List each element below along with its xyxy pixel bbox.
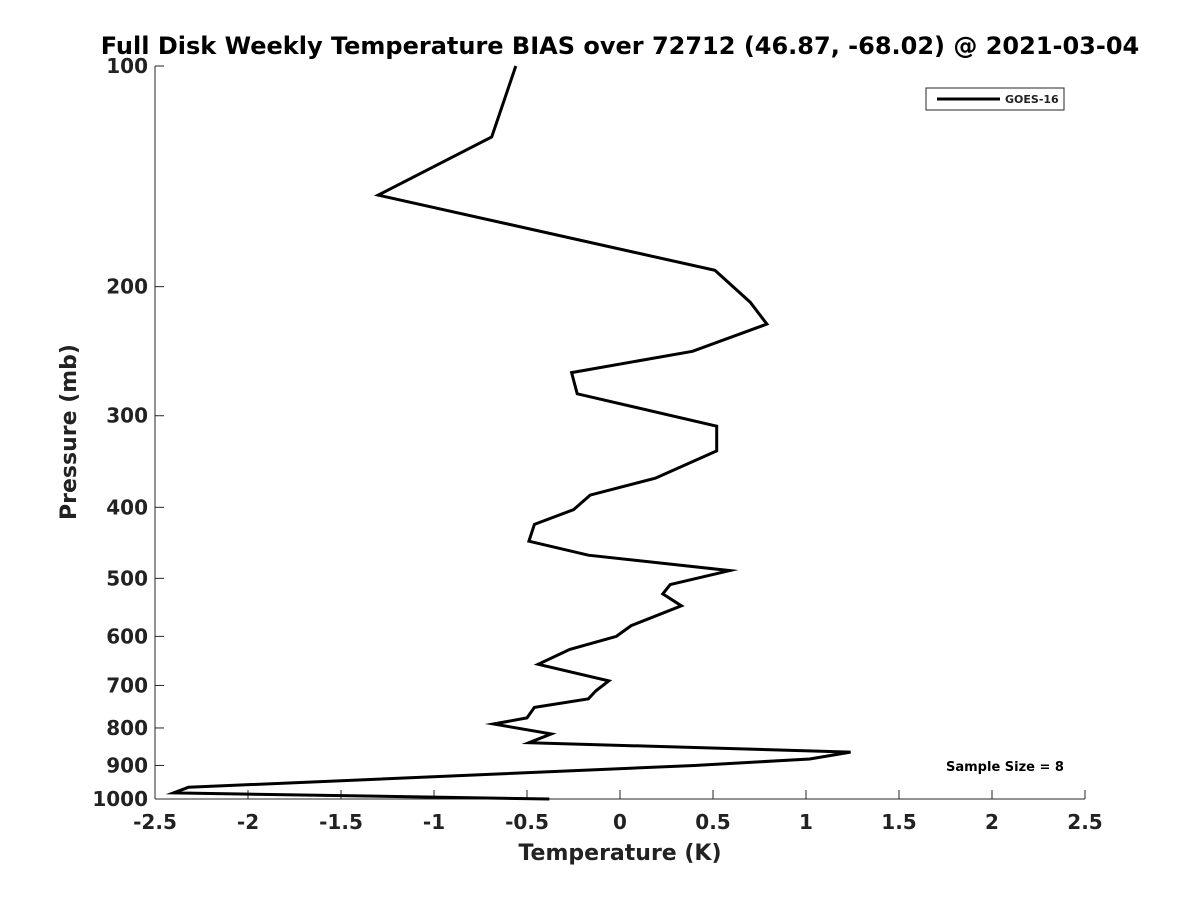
y-tick-label: 600 bbox=[106, 624, 148, 648]
y-tick-label: 1000 bbox=[92, 787, 148, 811]
x-axis-label: Temperature (K) bbox=[518, 841, 721, 866]
y-tick-label: 500 bbox=[106, 566, 148, 590]
x-tick-label: 0.5 bbox=[695, 810, 730, 834]
series-line-goes-16 bbox=[165, 65, 851, 801]
y-axis-label: Pressure (mb) bbox=[57, 344, 82, 520]
y-tick-label: 900 bbox=[106, 753, 148, 777]
x-axis-ticks: -2.5 -2 -1.5 -1 -0.5 0 0.5 1 1.5 2 2.5 bbox=[133, 790, 1103, 834]
x-tick-label: -0.5 bbox=[505, 810, 549, 834]
series-layer bbox=[165, 65, 851, 801]
y-tick-label: 100 bbox=[106, 54, 148, 78]
y-tick-label: 700 bbox=[106, 673, 148, 697]
x-tick-label: -2.5 bbox=[133, 810, 177, 834]
legend: GOES-16 bbox=[925, 87, 1065, 111]
y-tick-label: 300 bbox=[106, 404, 148, 428]
x-tick-label: 1.5 bbox=[881, 810, 916, 834]
y-axis-ticks: 100 200 300 400 500 600 700 800 900 1000 bbox=[92, 54, 164, 811]
legend-label-goes-16: GOES-16 bbox=[1005, 93, 1059, 106]
sample-size-annotation: Sample Size = 8 bbox=[946, 760, 1064, 775]
y-tick-label: 800 bbox=[106, 716, 148, 740]
x-tick-label: 0 bbox=[613, 810, 627, 834]
x-tick-label: -1 bbox=[423, 810, 445, 834]
y-tick-label: 400 bbox=[106, 495, 148, 519]
chart-title: Full Disk Weekly Temperature BIAS over 7… bbox=[101, 32, 1140, 60]
x-tick-label: 1 bbox=[799, 810, 813, 834]
x-tick-label: 2.5 bbox=[1067, 810, 1102, 834]
y-tick-label: 200 bbox=[106, 275, 148, 299]
x-tick-label: -2 bbox=[237, 810, 259, 834]
plot-area-frame bbox=[155, 66, 1085, 799]
x-tick-label: -1.5 bbox=[319, 810, 363, 834]
x-tick-label: 2 bbox=[985, 810, 999, 834]
